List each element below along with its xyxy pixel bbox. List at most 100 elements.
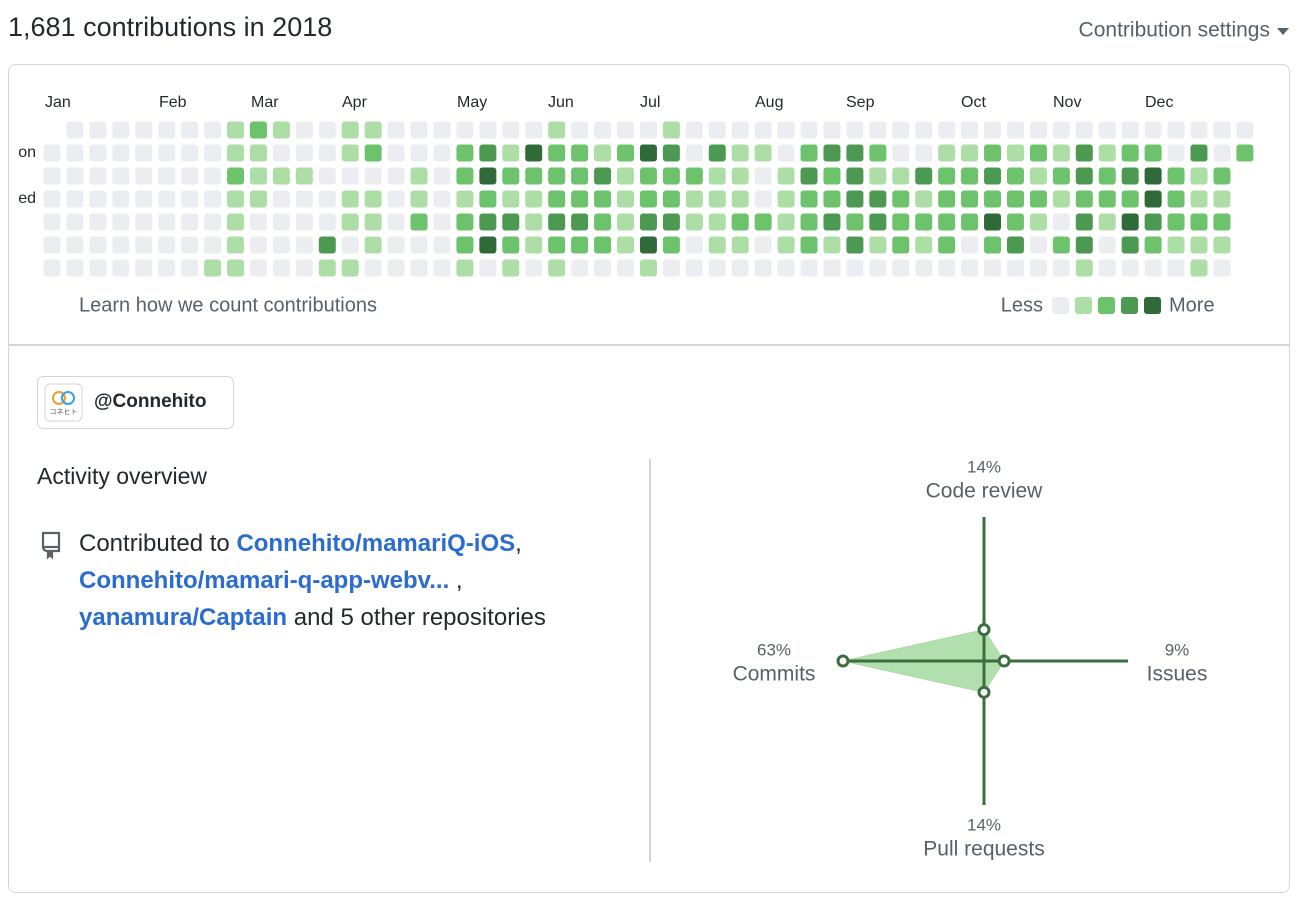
day-cell	[272, 213, 290, 231]
day-cell	[158, 121, 176, 139]
settings-caret[interactable]	[1277, 28, 1289, 35]
day-cell	[1098, 236, 1116, 254]
day-cell	[708, 259, 726, 277]
day-cell	[1190, 190, 1208, 208]
day-cell	[662, 236, 680, 254]
day-cell	[1075, 213, 1093, 231]
day-cell	[1098, 213, 1116, 231]
day-cell	[685, 121, 703, 139]
month-label: Jun	[548, 94, 574, 111]
day-cell	[249, 190, 267, 208]
repo-link[interactable]: Connehito/mamari-q-app-webv...	[79, 567, 450, 594]
day-cell	[158, 144, 176, 162]
day-cell	[387, 213, 405, 231]
org-badge[interactable]	[37, 376, 234, 429]
day-cell	[1167, 213, 1185, 231]
day-cell	[502, 190, 520, 208]
day-cell	[158, 259, 176, 277]
day-cell	[594, 121, 612, 139]
day-cell	[66, 190, 84, 208]
logo-ring	[61, 391, 75, 405]
day-cell	[1098, 144, 1116, 162]
day-cell	[364, 213, 382, 231]
day-cell	[1029, 190, 1047, 208]
day-cell	[548, 121, 566, 139]
day-cell	[66, 121, 84, 139]
day-cell	[1144, 190, 1162, 208]
day-cell	[1121, 144, 1139, 162]
day-cell	[1190, 259, 1208, 277]
day-cell	[525, 144, 543, 162]
day-cell	[341, 236, 359, 254]
day-cell	[800, 167, 818, 185]
day-cell	[295, 213, 313, 231]
day-cell	[66, 167, 84, 185]
day-cell	[1052, 144, 1070, 162]
day-cell	[43, 144, 61, 162]
day-cell	[915, 236, 933, 254]
day-cell	[410, 213, 428, 231]
day-cell	[961, 144, 979, 162]
day-cell	[456, 144, 474, 162]
day-cell	[617, 259, 634, 277]
day-cell	[1098, 259, 1116, 277]
day-cell	[410, 236, 428, 254]
day-cell	[433, 259, 451, 277]
day-cell	[135, 259, 153, 277]
day-cell	[639, 236, 657, 254]
day-cell	[1052, 213, 1070, 231]
sentence-text: ,	[449, 567, 463, 594]
day-cell	[43, 167, 61, 185]
day-cell	[502, 236, 520, 254]
day-cell	[433, 167, 451, 185]
day-cell	[892, 236, 910, 254]
day-cell	[364, 259, 382, 277]
day-cell	[89, 236, 107, 254]
day-cell	[525, 167, 543, 185]
day-cell	[823, 167, 841, 185]
day-cell	[1190, 167, 1208, 185]
day-cell	[158, 190, 176, 208]
day-cell	[181, 190, 199, 208]
legend-swatch	[1098, 297, 1115, 314]
legend-swatch	[1144, 297, 1161, 314]
day-cell	[433, 144, 451, 162]
day-cell	[387, 167, 405, 185]
day-cell	[1052, 121, 1070, 139]
day-cell	[295, 259, 313, 277]
day-cell	[318, 190, 336, 208]
day-cell	[662, 213, 680, 231]
day-cell	[1190, 144, 1208, 162]
day-cell	[433, 190, 451, 208]
repo-link[interactable]: yanamura/Captain	[79, 604, 288, 631]
day-cell	[915, 121, 933, 139]
day-cell	[938, 236, 956, 254]
month-label: Feb	[159, 94, 187, 111]
repo-link[interactable]: Connehito/mamariQ-iOS	[236, 530, 516, 557]
month-label: Dec	[1145, 94, 1173, 111]
day-cell	[1075, 190, 1093, 208]
day-cell	[479, 167, 497, 185]
day-cell	[892, 121, 910, 139]
day-cell	[112, 121, 130, 139]
day-cell	[1121, 213, 1139, 231]
day-cell	[571, 121, 589, 139]
day-cell	[1167, 259, 1185, 277]
day-cell	[823, 190, 841, 208]
day-cell	[227, 213, 245, 231]
learn-link[interactable]: Learn how we count contributions	[79, 294, 377, 316]
day-cell	[892, 259, 910, 277]
day-cell	[410, 190, 428, 208]
contribution-settings[interactable]: Contribution settings	[1079, 19, 1270, 42]
day-cell	[731, 167, 749, 185]
day-cell	[984, 144, 1002, 162]
day-cell	[364, 121, 382, 139]
day-cell	[502, 144, 520, 162]
day-cell	[777, 236, 795, 254]
sentence-text: Contributed to	[79, 530, 237, 557]
day-cell	[1006, 121, 1024, 139]
day-cell	[1144, 167, 1162, 185]
day-cell	[1190, 213, 1208, 231]
day-cell	[915, 259, 933, 277]
org-name[interactable]: @Connehito	[94, 391, 206, 412]
